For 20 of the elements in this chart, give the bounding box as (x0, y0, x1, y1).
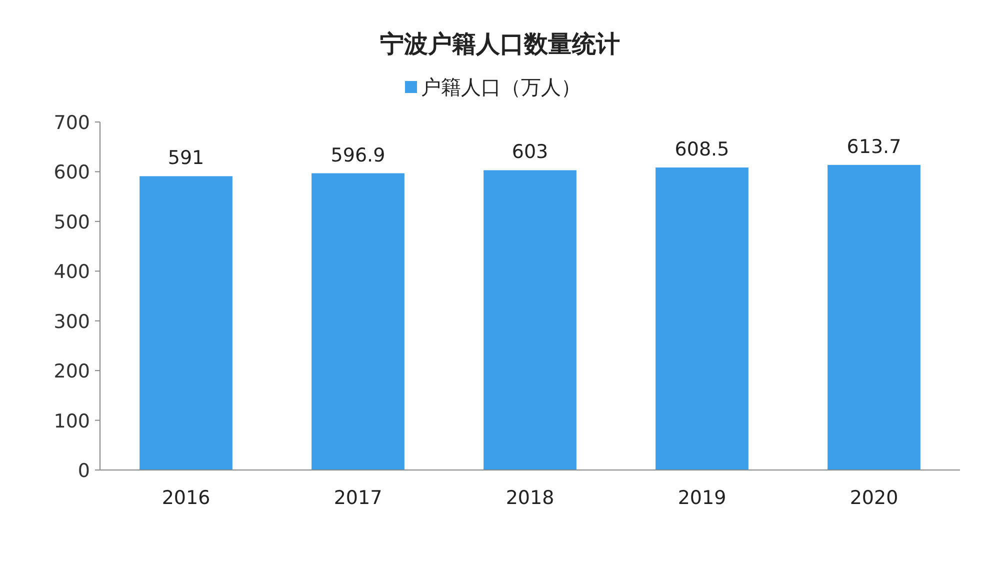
x-tick-label: 2018 (506, 487, 554, 509)
y-tick-label: 700 (54, 112, 90, 134)
y-tick-label: 200 (54, 360, 90, 383)
chart-title: 宁波户籍人口数量统计 (380, 30, 620, 58)
x-tick-label: 2016 (162, 487, 210, 509)
y-tick-label: 600 (54, 162, 90, 184)
y-tick-label: 300 (54, 310, 90, 333)
x-tick-label: 2019 (678, 487, 726, 509)
x-tick-label: 2017 (334, 487, 382, 509)
y-tick-label: 500 (54, 211, 90, 234)
data-label: 608.5 (674, 138, 730, 160)
data-label: 596.9 (330, 144, 386, 166)
data-label: 603 (512, 141, 548, 164)
legend-label: 户籍人口（万人） (421, 75, 581, 99)
data-label: 613.7 (846, 136, 902, 158)
y-tick-label: 0 (78, 460, 90, 482)
y-tick-label: 100 (54, 410, 90, 432)
y-tick-label: 400 (54, 261, 90, 284)
x-tick-label: 2020 (850, 487, 898, 509)
data-label: 591 (168, 147, 204, 170)
